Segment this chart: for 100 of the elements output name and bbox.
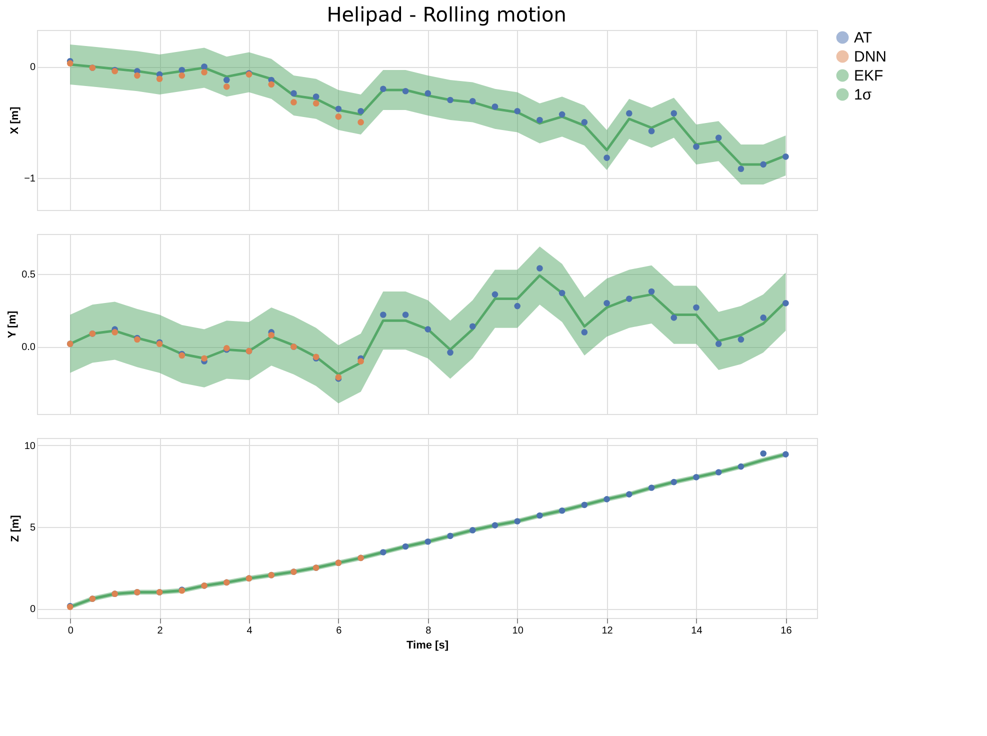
point <box>402 312 409 318</box>
point <box>581 502 588 508</box>
point <box>492 522 498 528</box>
point <box>223 84 230 90</box>
point <box>648 128 655 134</box>
point <box>380 86 386 92</box>
point <box>738 166 744 172</box>
point <box>358 119 364 126</box>
point <box>268 81 275 88</box>
y-axis-title: X [m] <box>9 106 22 134</box>
point <box>424 326 432 332</box>
point <box>648 288 655 295</box>
chart-title: Helipad - Rolling motion <box>326 2 566 26</box>
legend-label: DNN <box>854 48 886 66</box>
point <box>335 114 342 120</box>
point <box>558 507 566 514</box>
point <box>380 312 386 318</box>
point <box>358 358 364 364</box>
y-tick-label: 0.5 <box>22 270 36 281</box>
point <box>469 323 476 330</box>
y-tick-label: 0.0 <box>22 342 36 354</box>
x-tick-label: 8 <box>426 626 432 636</box>
point <box>469 527 476 534</box>
point <box>223 76 230 84</box>
point <box>693 474 700 480</box>
point <box>178 72 186 79</box>
point <box>715 340 722 347</box>
y-axis-title: Z [m] <box>9 514 22 542</box>
x-tick-label: 14 <box>691 626 703 636</box>
point <box>782 451 789 458</box>
point <box>536 265 543 272</box>
point <box>558 111 566 118</box>
x-tick-label: 16 <box>780 626 792 636</box>
point <box>648 484 655 491</box>
point <box>604 300 610 306</box>
point <box>581 329 588 336</box>
point <box>738 336 744 343</box>
x-tick-label: 2 <box>157 626 164 636</box>
y-tick-label: −1 <box>24 173 36 184</box>
point <box>581 119 588 126</box>
point <box>469 98 476 104</box>
y-tick-label: 0 <box>30 604 36 616</box>
point <box>626 296 632 302</box>
point <box>604 154 610 161</box>
point <box>402 543 409 550</box>
point <box>514 108 521 114</box>
point <box>492 291 498 298</box>
point <box>447 532 454 540</box>
point <box>738 463 744 470</box>
point <box>514 518 521 524</box>
point <box>760 314 766 321</box>
point <box>447 349 454 356</box>
point <box>178 66 186 74</box>
point <box>424 90 432 96</box>
point <box>760 450 766 457</box>
y-tick-label: 5 <box>30 522 36 534</box>
point <box>536 116 543 124</box>
point <box>670 314 678 321</box>
point <box>402 88 409 94</box>
point <box>492 104 498 110</box>
text: 1σ <box>854 86 872 104</box>
x-tick-label: 0 <box>68 626 74 636</box>
y-axis-title: Y [m] <box>6 310 19 338</box>
x-tick-label: 10 <box>512 626 524 636</box>
point <box>514 302 521 310</box>
x-tick-label: 6 <box>336 626 342 636</box>
point <box>693 144 700 150</box>
point <box>66 60 74 66</box>
point <box>626 491 632 498</box>
point <box>558 290 566 296</box>
point <box>782 154 789 160</box>
point <box>626 110 632 116</box>
point <box>380 549 386 556</box>
legend-label: EKF <box>854 68 884 84</box>
point <box>312 100 320 106</box>
point <box>335 106 342 112</box>
point <box>358 108 364 114</box>
point <box>670 110 678 116</box>
x-tick-label: 12 <box>602 626 614 636</box>
point <box>424 538 432 545</box>
point <box>312 94 320 100</box>
point <box>290 99 297 106</box>
point <box>201 355 208 362</box>
x-axis-title: Time [s] <box>406 640 449 652</box>
point <box>715 469 722 476</box>
y-tick-label: 0 <box>30 62 36 74</box>
point <box>782 300 789 306</box>
point <box>760 161 766 168</box>
point <box>112 329 118 336</box>
point <box>536 512 543 519</box>
point <box>715 134 722 141</box>
point <box>447 96 454 104</box>
point <box>693 304 700 311</box>
point <box>670 478 678 486</box>
legend-label: AT <box>854 30 872 46</box>
point <box>201 64 208 70</box>
point <box>134 72 140 79</box>
x-tick-label: 4 <box>246 626 253 636</box>
point <box>201 69 208 76</box>
point <box>268 332 275 338</box>
